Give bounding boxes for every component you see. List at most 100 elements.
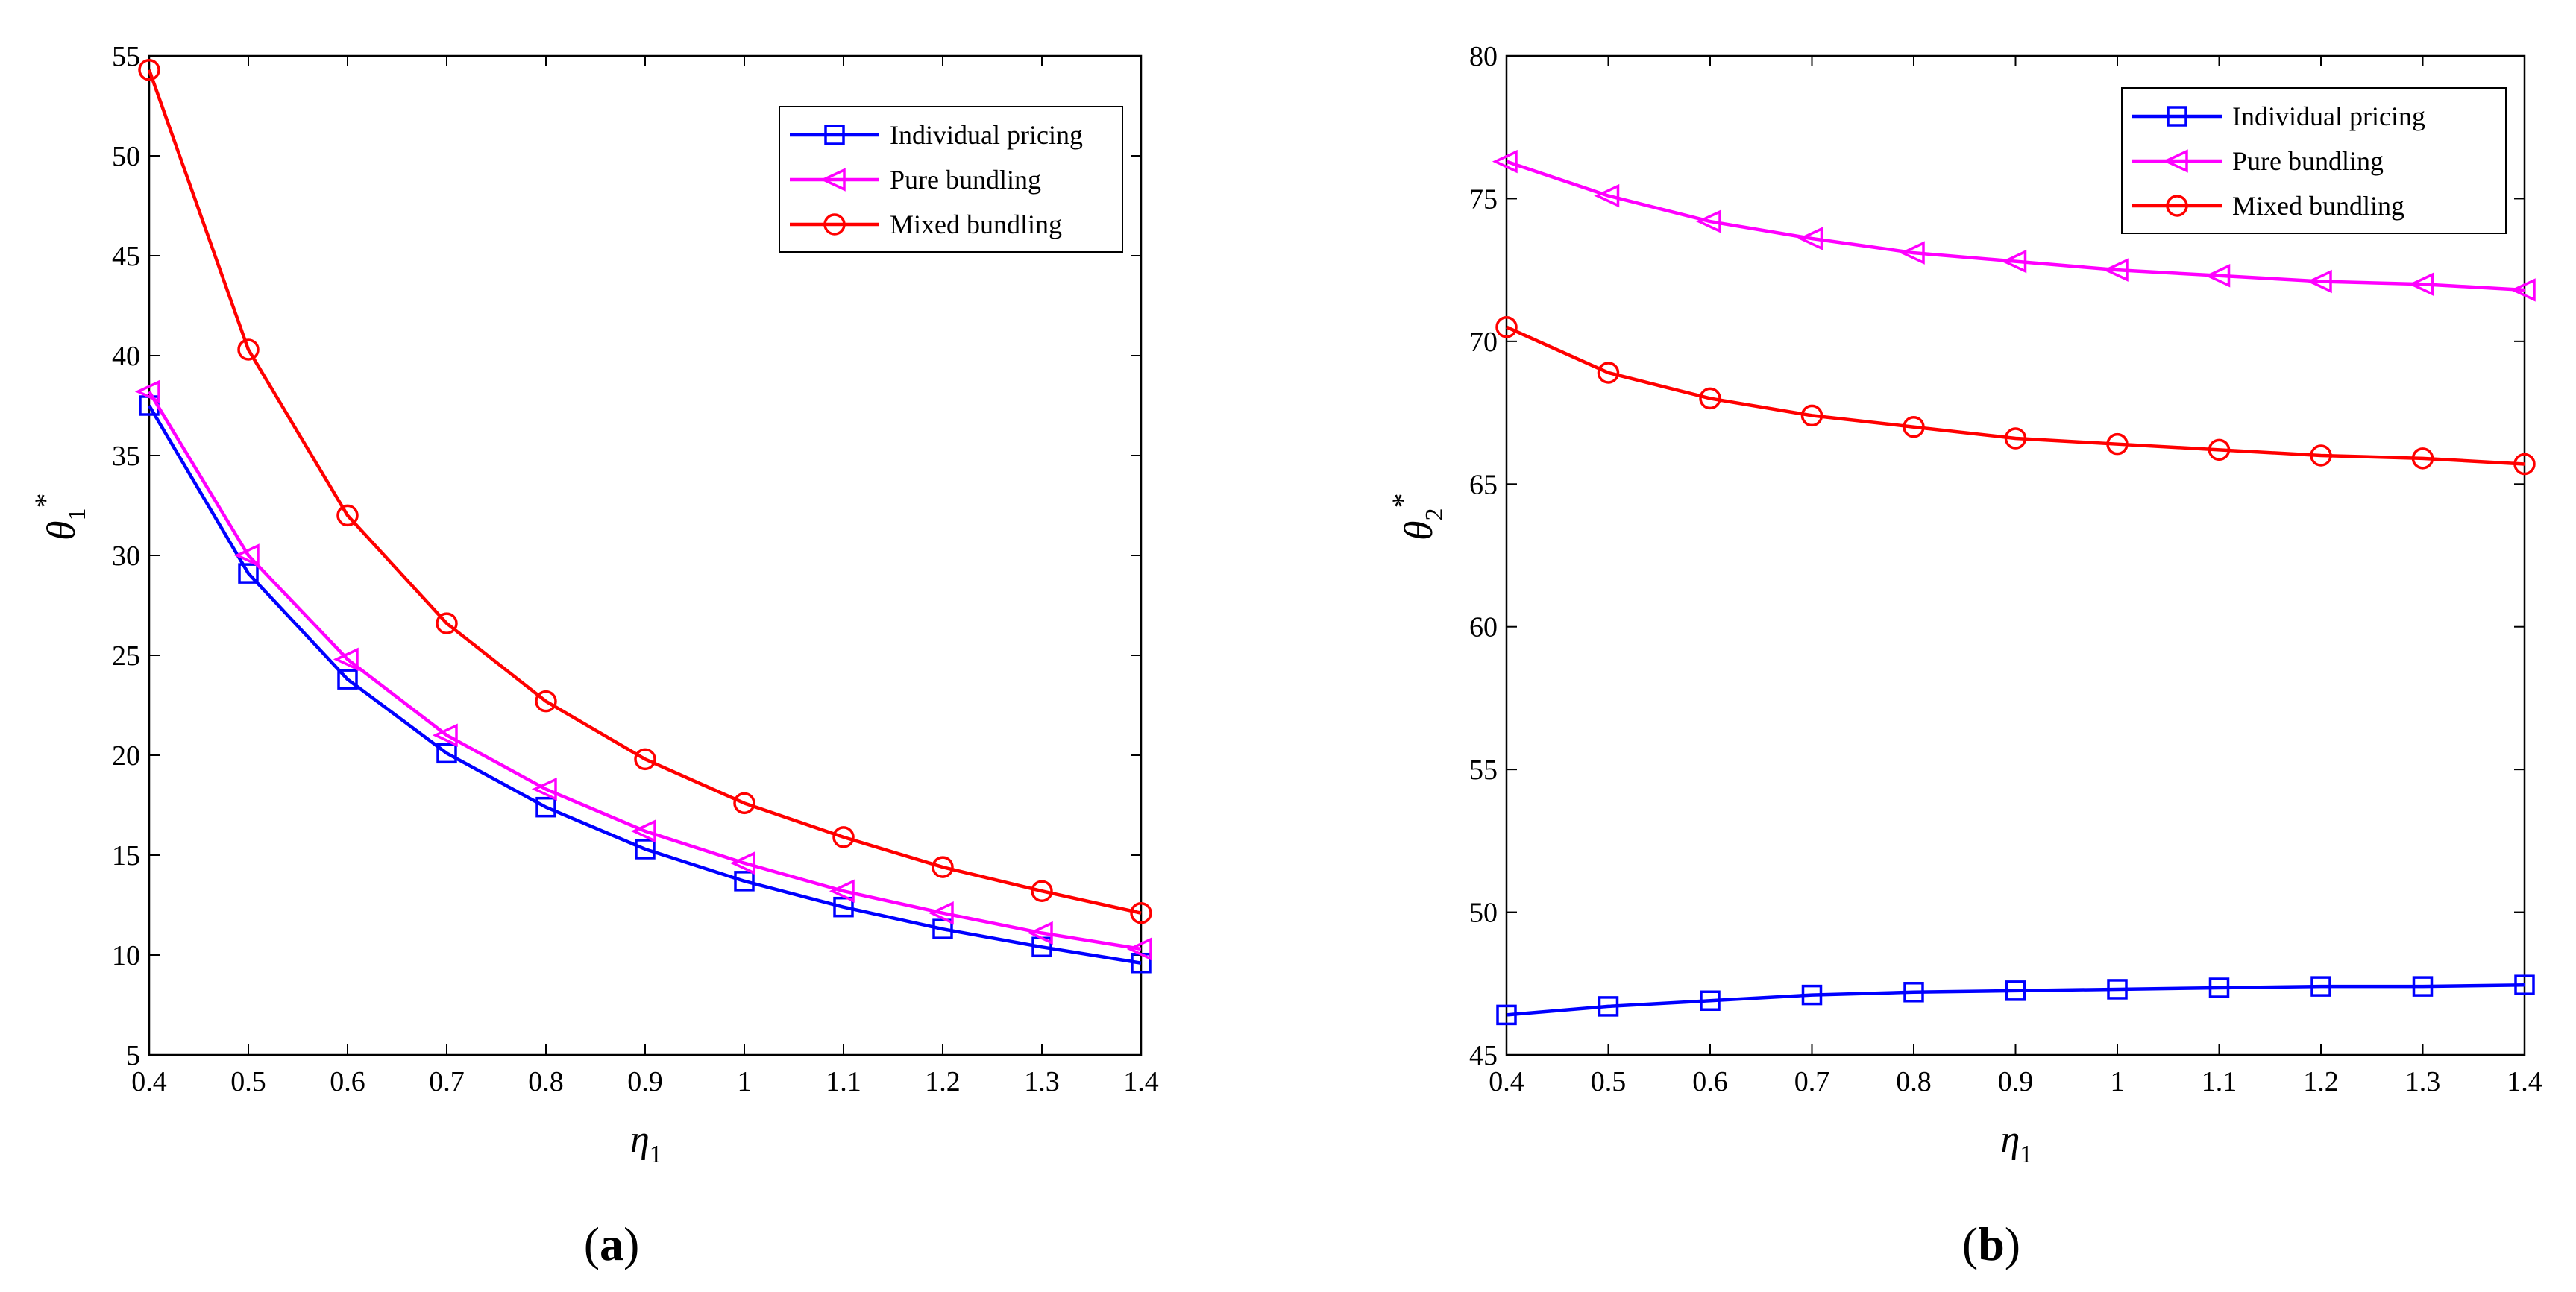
y-tick-label: 5 — [126, 1040, 140, 1071]
legend-marker — [2167, 106, 2187, 127]
data-point — [1027, 921, 1053, 945]
series-line — [148, 391, 1142, 951]
data-point — [2514, 974, 2535, 995]
x-tick-label: 0.9 — [627, 1066, 663, 1097]
data-point — [134, 379, 160, 403]
data-point — [233, 543, 260, 567]
legend-marker — [820, 168, 846, 192]
x-tick-label: 1.2 — [925, 1066, 961, 1097]
legend-label: Individual pricing — [2232, 101, 2425, 131]
series-line — [1506, 983, 2525, 1017]
data-point — [1597, 362, 1620, 384]
legend-marker — [2162, 149, 2188, 173]
x-tick-label: 0.4 — [1489, 1066, 1524, 1097]
data-point — [1695, 209, 1721, 233]
data-point — [630, 819, 656, 843]
y-tick-label: 80 — [1469, 41, 1498, 72]
data-point — [734, 871, 755, 892]
x-tick-label: 1.1 — [2202, 1066, 2237, 1097]
x-tick-label: 0.6 — [1692, 1066, 1728, 1097]
legend-marker — [2166, 195, 2188, 217]
data-point — [2208, 977, 2230, 998]
x-axis-label: η1 — [630, 1118, 662, 1168]
legend-marker — [823, 213, 846, 236]
y-tick-label: 30 — [112, 541, 140, 572]
data-point — [2106, 432, 2129, 456]
series-line — [147, 69, 1142, 915]
x-tick-label: 0.6 — [330, 1066, 365, 1097]
y-tick-label: 20 — [112, 740, 140, 772]
x-tick-label: 0.5 — [1591, 1066, 1627, 1097]
data-point — [1801, 984, 1823, 1006]
data-point — [1903, 982, 1924, 1003]
data-point — [238, 563, 259, 584]
x-tick-label: 0.7 — [429, 1066, 465, 1097]
x-tick-label: 0.9 — [1998, 1066, 2034, 1097]
data-point — [2004, 427, 2027, 450]
legend-label: Pure bundling — [890, 165, 1041, 195]
data-point — [2205, 264, 2231, 288]
data-point — [832, 826, 855, 848]
y-axis-label: θ1* — [28, 493, 91, 541]
y-tick-label: 10 — [112, 940, 140, 971]
data-point — [436, 743, 457, 764]
y-tick-label: 45 — [112, 241, 140, 272]
data-point — [337, 669, 358, 690]
data-point — [932, 918, 953, 939]
data-point — [1031, 880, 1053, 902]
data-point — [2513, 453, 2536, 476]
data-point — [1899, 241, 1925, 265]
data-point — [733, 792, 755, 815]
data-point — [729, 851, 755, 875]
data-point — [2306, 269, 2332, 294]
x-tick-label: 0.8 — [1896, 1066, 1932, 1097]
x-tick-label: 1.3 — [2405, 1066, 2441, 1097]
data-point — [2510, 278, 2536, 302]
data-point — [237, 338, 260, 361]
y-tick-label: 50 — [1469, 898, 1498, 929]
y-tick-label: 45 — [1469, 1040, 1498, 1071]
series-line — [1506, 160, 2525, 292]
series-line — [1506, 325, 2525, 466]
data-point — [1495, 315, 1518, 338]
x-tick-label: 0.4 — [131, 1066, 167, 1097]
y-tick-label: 15 — [112, 840, 140, 872]
data-point — [2102, 258, 2129, 282]
y-tick-label: 25 — [112, 640, 140, 672]
panel-caption: (a) — [584, 1217, 640, 1270]
data-point — [2412, 976, 2434, 997]
data-point — [2208, 438, 2231, 461]
panel-a-chart: 0.4 0.5 0.6 0.7 0.8 0.9 1 1.1 1.2 1.3 1.4 5 10 15 20 25… — [28, 41, 1159, 1270]
y-tick-label: 60 — [1469, 612, 1498, 643]
y-tick-label: 40 — [112, 341, 140, 372]
data-point — [829, 879, 855, 903]
data-point — [2310, 976, 2331, 997]
data-point — [1800, 404, 1823, 427]
x-tick-label: 0.8 — [528, 1066, 564, 1097]
x-tick-label: 1.1 — [826, 1066, 861, 1097]
data-point — [2411, 447, 2434, 470]
legend-label: Individual pricing — [890, 120, 1083, 150]
data-point — [432, 723, 458, 747]
data-point — [634, 748, 656, 771]
x-tick-label: 0.5 — [230, 1066, 266, 1097]
data-point — [928, 901, 954, 925]
data-point — [833, 896, 854, 918]
legend-label: Mixed bundling — [890, 209, 1062, 239]
data-point — [635, 839, 656, 860]
data-point — [333, 647, 359, 672]
y-tick-label: 75 — [1469, 183, 1498, 215]
x-tick-label: 1.2 — [2303, 1066, 2339, 1097]
data-point — [1797, 227, 1823, 250]
data-point — [531, 777, 557, 801]
data-point — [535, 690, 557, 713]
y-axis-label: θ2* — [1386, 493, 1448, 541]
data-point — [1594, 183, 1620, 208]
data-point — [1130, 901, 1152, 924]
data-point — [138, 59, 160, 81]
x-tick-label: 1 — [2111, 1066, 2125, 1097]
data-point — [1598, 996, 1619, 1017]
data-point — [336, 504, 359, 527]
y-tick-label: 70 — [1469, 327, 1498, 358]
